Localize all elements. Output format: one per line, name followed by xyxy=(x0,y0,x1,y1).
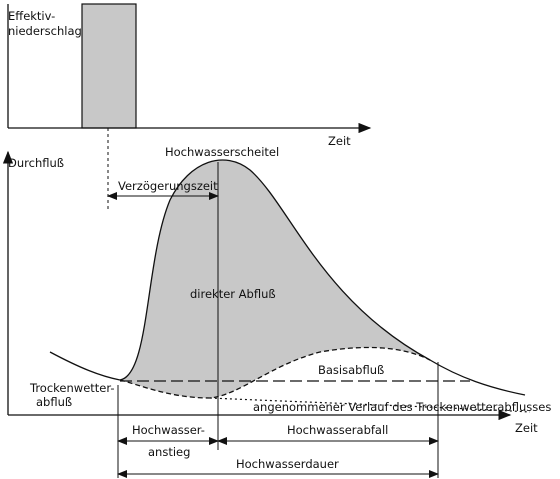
recession-curve xyxy=(49,351,121,381)
x-label-bottom: Zeit xyxy=(515,421,538,435)
duration-label: Hochwasserdauer xyxy=(236,457,339,471)
assumed-trend-label: angenommener Verlauf des Trockenwetterab… xyxy=(253,400,551,414)
dry-weather-label: abfluß xyxy=(36,395,72,409)
y-label-top: niederschlag xyxy=(8,24,82,38)
base-flow-line xyxy=(119,346,431,399)
fall-label: Hochwasserabfall xyxy=(287,423,388,437)
assumed-trend-line xyxy=(209,397,531,413)
hydrograph-curve xyxy=(119,159,526,396)
base-flow-label: Basisabfluß xyxy=(318,363,384,377)
x-label-top: Zeit xyxy=(328,134,351,148)
direct-runoff-label: direkter Abfluß xyxy=(190,287,276,301)
precip-bar xyxy=(81,3,137,129)
y-label-top: Effektiv- xyxy=(8,9,55,23)
delay-label: Verzögerungszeit xyxy=(118,179,218,193)
rise-label: Hochwasser- xyxy=(132,423,205,437)
y-label-bottom: Durchfluß xyxy=(8,156,64,170)
peak-label: Hochwasserscheitel xyxy=(165,145,279,159)
rise-label: anstieg xyxy=(148,445,190,459)
dry-weather-label: Trockenwetter- xyxy=(29,381,115,395)
direct-runoff-area xyxy=(120,160,430,398)
